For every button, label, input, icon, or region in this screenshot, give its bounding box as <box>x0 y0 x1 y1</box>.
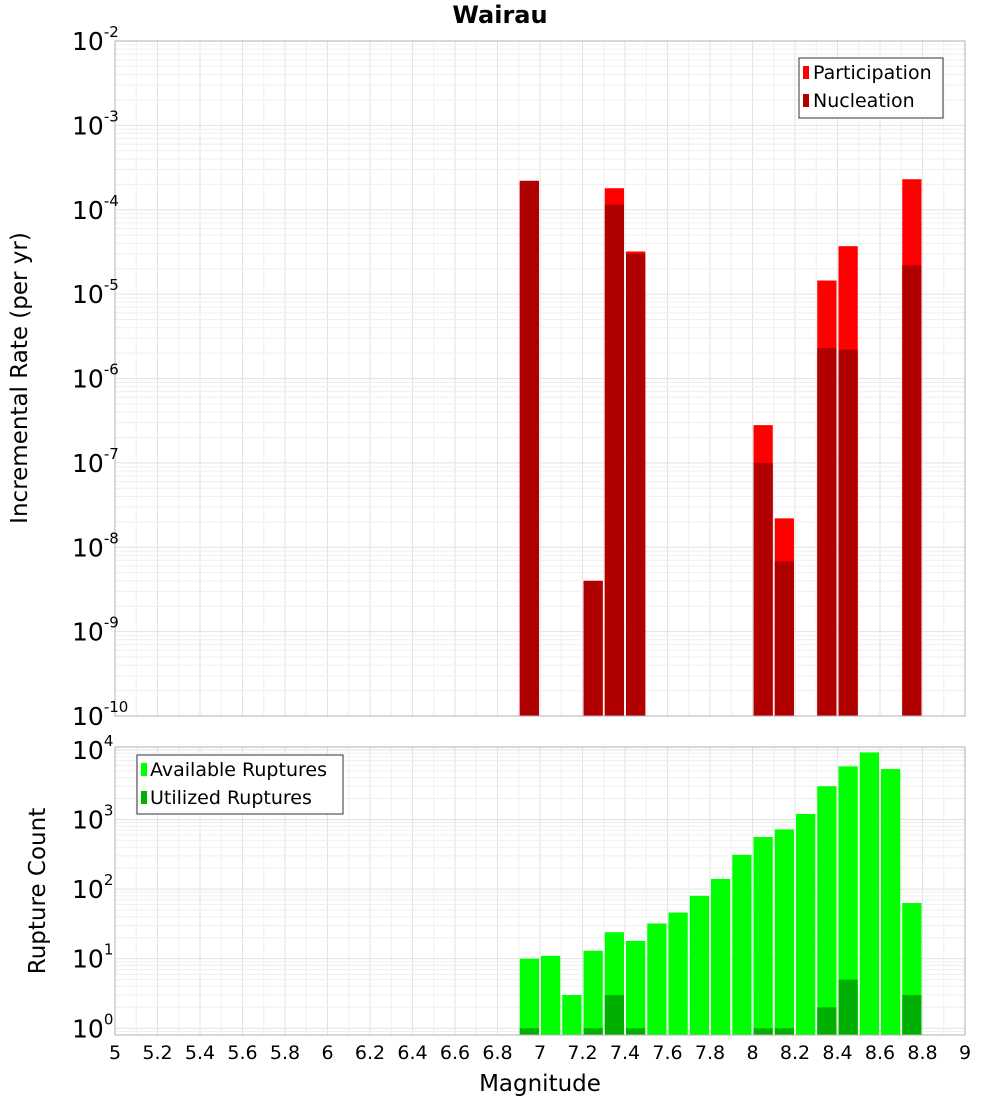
top-legend: Participation Nucleation <box>798 57 944 119</box>
top-y-axis-label: Incremental Rate (per yr) <box>7 232 33 524</box>
top-bar-nucleation <box>817 347 837 716</box>
bottom-bar-available-ruptures <box>817 786 837 1035</box>
bottom-plot-frame <box>114 746 966 1036</box>
x-tick-label: 8.6 <box>865 1042 895 1064</box>
bottom-bar-available-ruptures <box>796 813 816 1035</box>
bottom-bar-utilized-ruptures <box>519 1028 539 1035</box>
bottom-ytick-label: 100 <box>72 1010 113 1043</box>
bottom-bar-available-ruptures <box>732 854 752 1035</box>
top-ytick-label: 10-3 <box>72 107 119 140</box>
legend-swatch-utilized <box>141 791 147 804</box>
top-ytick-label: 10-8 <box>72 529 119 562</box>
legend-swatch-nucleation <box>803 94 809 107</box>
top-ytick-label: 10-5 <box>72 276 119 309</box>
bottom-bar-available-ruptures <box>859 752 879 1035</box>
x-tick-label: 8.4 <box>822 1042 852 1064</box>
top-ytick-label: 10-10 <box>72 698 128 731</box>
bottom-bar-available-ruptures <box>668 912 688 1035</box>
legend-label-nucleation: Nucleation <box>813 90 915 112</box>
top-plot-frame <box>114 40 966 717</box>
bottom-bar-utilized-ruptures <box>753 1028 773 1035</box>
bottom-legend: Available Ruptures Utilized Ruptures <box>136 754 344 815</box>
top-bar-nucleation <box>838 349 858 716</box>
x-tick-label: 7 <box>534 1042 546 1064</box>
top-bar-nucleation <box>604 204 624 717</box>
top-ytick-label: 10-9 <box>72 614 119 647</box>
bottom-bar-utilized-ruptures <box>774 1028 794 1035</box>
x-tick-label: 9 <box>959 1042 971 1064</box>
x-tick-label: 7.2 <box>567 1042 597 1064</box>
x-tick-label: 6.8 <box>482 1042 512 1064</box>
bottom-bar-available-ruptures <box>753 836 773 1035</box>
incremental-rate-panel: 10-10 10-9 10-8 10-7 10-6 10-5 10-4 10-3 10-2 In… <box>7 23 966 731</box>
bottom-bar-available-ruptures <box>774 829 794 1035</box>
bottom-bar-available-ruptures <box>541 955 561 1035</box>
x-tick-label: 7.6 <box>652 1042 682 1064</box>
top-legend-box <box>798 57 944 119</box>
bottom-bar-available-ruptures <box>519 958 539 1035</box>
legend-label-participation: Participation <box>813 62 932 84</box>
x-axis-label: Magnitude <box>479 1071 601 1097</box>
x-tick-label: 8 <box>746 1042 758 1064</box>
bottom-y-tick-labels: 100 101 102 103 104 <box>72 732 113 1043</box>
bottom-bar-utilized-ruptures <box>604 995 624 1035</box>
bottom-bar-available-ruptures <box>689 895 709 1035</box>
top-bars <box>519 179 922 717</box>
x-tick-label: 5 <box>109 1042 121 1064</box>
chart-title: Wairau <box>452 1 547 29</box>
bottom-bar-available-ruptures <box>711 878 731 1035</box>
x-tick-label: 6.6 <box>440 1042 470 1064</box>
top-bar-nucleation <box>774 561 794 716</box>
top-ytick-label: 10-6 <box>72 361 119 394</box>
bottom-y-axis-label: Rupture Count <box>25 808 51 974</box>
x-tick-label: 7.8 <box>695 1042 725 1064</box>
top-y-tick-labels: 10-10 10-9 10-8 10-7 10-6 10-5 10-4 10-3 10-2 <box>72 23 128 731</box>
bottom-bar-available-ruptures <box>881 769 901 1035</box>
bottom-bar-available-ruptures <box>838 766 858 1035</box>
top-gridlines <box>114 40 966 717</box>
bottom-bar-available-ruptures <box>626 940 646 1035</box>
top-bar-nucleation <box>583 580 603 716</box>
top-bar-nucleation <box>626 253 646 716</box>
bottom-bar-utilized-ruptures <box>902 995 922 1035</box>
top-bar-nucleation <box>902 265 922 716</box>
x-tick-label: 5.8 <box>270 1042 300 1064</box>
x-tick-label: 8.8 <box>907 1042 937 1064</box>
x-tick-label: 5.4 <box>185 1042 215 1064</box>
top-ytick-label: 10-7 <box>72 445 119 478</box>
x-tick-label: 5.6 <box>227 1042 257 1064</box>
bottom-gridlines <box>114 747 966 1036</box>
bottom-bar-utilized-ruptures <box>583 1028 603 1035</box>
top-bar-nucleation <box>519 180 539 716</box>
bottom-ytick-label: 102 <box>72 871 113 904</box>
legend-label-utilized: Utilized Ruptures <box>150 787 312 809</box>
bottom-ytick-label: 101 <box>72 941 113 974</box>
top-ytick-label: 10-2 <box>72 23 119 56</box>
x-tick-labels: 5 5.2 5.4 5.6 5.8 6 6.2 6.4 6.6 6.8 7 7.2 7.4 7.6 7.8 8… <box>109 1042 971 1064</box>
bottom-legend-box <box>136 754 344 815</box>
x-tick-label: 6.4 <box>397 1042 427 1064</box>
bottom-bar-available-ruptures <box>562 995 582 1035</box>
bottom-bar-utilized-ruptures <box>838 979 858 1035</box>
x-tick-label: 7.4 <box>610 1042 640 1064</box>
top-ytick-label: 10-4 <box>72 192 119 225</box>
bottom-bar-utilized-ruptures <box>817 1007 837 1035</box>
bottom-ytick-label: 104 <box>72 732 113 765</box>
bottom-ytick-label: 103 <box>72 801 113 834</box>
bottom-bars <box>519 752 922 1035</box>
x-tick-label: 5.2 <box>142 1042 172 1064</box>
legend-swatch-available <box>141 763 147 776</box>
x-tick-label: 8.2 <box>780 1042 810 1064</box>
rupture-count-panel: 100 101 102 103 104 5 5.2 5.4 5.6 5.8 6 6.2 6.4 6.6 6… <box>25 732 971 1097</box>
bottom-bar-utilized-ruptures <box>626 1028 646 1035</box>
top-bar-nucleation <box>753 462 773 716</box>
x-tick-label: 6 <box>321 1042 333 1064</box>
bottom-bar-available-ruptures <box>583 950 603 1035</box>
x-tick-label: 6.2 <box>355 1042 385 1064</box>
legend-swatch-participation <box>803 66 809 79</box>
legend-label-available: Available Ruptures <box>150 759 327 781</box>
bottom-bar-available-ruptures <box>647 923 667 1035</box>
